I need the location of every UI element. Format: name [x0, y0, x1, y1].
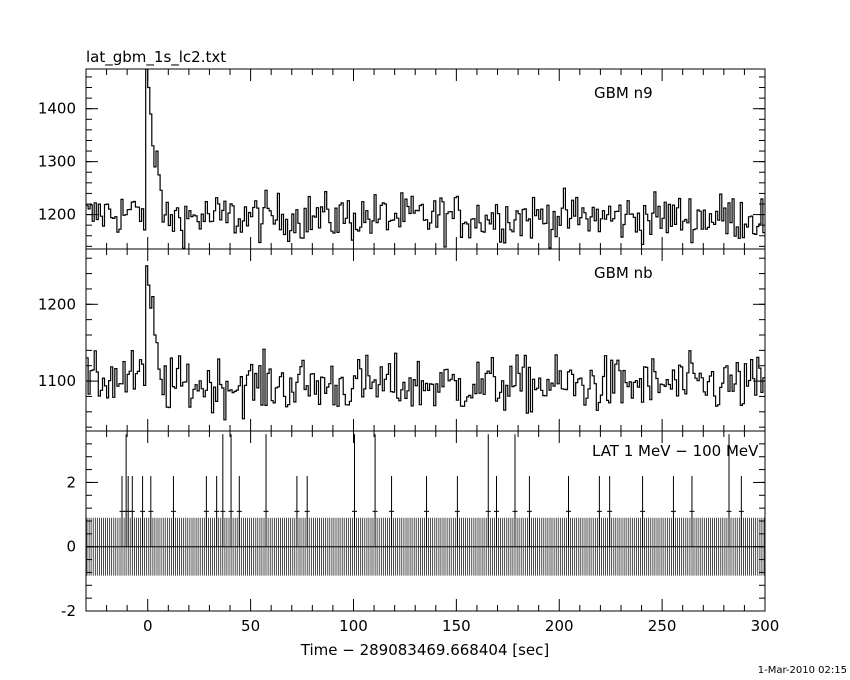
y-tick-label: 1200	[38, 295, 76, 313]
x-tick-label: 150	[442, 617, 471, 635]
y-tick-label: 2	[66, 473, 76, 491]
panel-title-gbm-n9: GBM n9	[594, 84, 653, 102]
x-tick-label: 200	[545, 617, 574, 635]
y-tick-label: -2	[61, 602, 76, 620]
file-title: lat_gbm_1s_lc2.txt	[86, 48, 226, 67]
light-curve-line	[86, 69, 765, 249]
y-tick-label: 1100	[38, 372, 76, 390]
panel-gbm-nb: GBM nb 1100 1200	[38, 248, 766, 432]
panel-lat: LAT 1 MeV − 100 MeV -2 0 2 0 50 100 150 200 250 3…	[61, 430, 780, 635]
y-tick-label: 1400	[38, 100, 76, 118]
panel-gbm-n9: GBM n9 1200 1300 1400	[38, 68, 766, 250]
panel-frame	[85, 68, 766, 250]
x-tick-label: 300	[751, 617, 780, 635]
timestamp: 1-Mar-2010 02:15	[758, 665, 847, 676]
panel-title-lat: LAT 1 MeV − 100 MeV	[592, 442, 759, 460]
y-tick-label: 1300	[38, 153, 76, 171]
panel-frame	[85, 248, 766, 432]
x-axis-label: Time − 289083469.668404 [sec]	[300, 641, 550, 659]
x-tick-label: 50	[241, 617, 260, 635]
x-tick-label: 0	[143, 617, 153, 635]
x-tick-label: 100	[339, 617, 368, 635]
light-curve-line	[86, 265, 765, 421]
x-tick-label: 250	[648, 617, 677, 635]
panel-title-gbm-nb: GBM nb	[594, 264, 653, 282]
y-tick-label: 1200	[38, 206, 76, 224]
y-tick-label: 0	[66, 538, 76, 556]
